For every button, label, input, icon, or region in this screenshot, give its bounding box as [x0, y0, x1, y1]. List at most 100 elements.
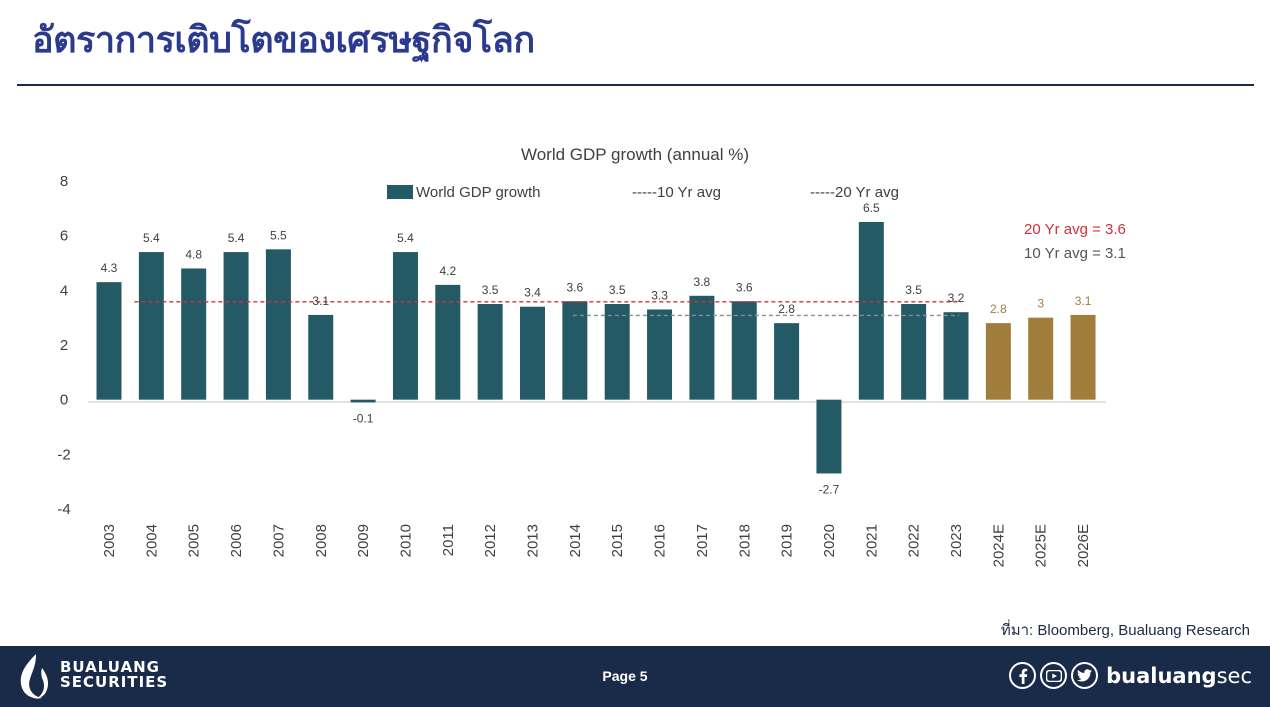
bar-2015: [604, 304, 630, 400]
x-tick-label-2025E: 2025E: [1033, 524, 1050, 567]
value-label-2010: 5.4: [397, 231, 414, 245]
footer-bar: BUALUANG SECURITIES Page 5 bualuangsec: [0, 646, 1270, 707]
bar-2011: [435, 284, 461, 400]
avg20-annotation: 20 Yr avg = 3.6: [1024, 221, 1126, 238]
bar-2017: [689, 295, 715, 400]
bar-2006: [223, 252, 249, 400]
value-label-2004: 5.4: [143, 231, 160, 245]
x-tick-label-2005: 2005: [186, 524, 203, 557]
x-tick-label-2019: 2019: [779, 524, 796, 557]
youtube-icon[interactable]: [1040, 662, 1068, 689]
title-divider: [17, 84, 1254, 86]
bar-2019: [774, 323, 800, 400]
value-label-2025E: 3: [1037, 297, 1044, 311]
value-label-2015: 3.5: [609, 283, 626, 297]
bar-2012: [477, 304, 503, 400]
bar-2020: [816, 399, 842, 474]
x-tick-label-2008: 2008: [313, 524, 330, 557]
twitter-icon[interactable]: [1071, 662, 1099, 689]
legend-10yr-avg: -----10 Yr avg: [632, 184, 721, 201]
y-tick-label: -2: [57, 446, 70, 463]
bar-2014: [562, 301, 588, 400]
company-logo-text: BUALUANG SECURITIES: [60, 660, 168, 690]
value-label-2020: -2.7: [819, 482, 840, 496]
avg10-annotation: 10 Yr avg = 3.1: [1024, 245, 1126, 262]
value-label-2012: 3.5: [482, 283, 499, 297]
bar-2023: [943, 312, 969, 400]
bar-2010: [392, 252, 418, 400]
bar-2013: [520, 306, 545, 400]
value-label-2011: 4.2: [439, 264, 456, 278]
x-tick-label-2003: 2003: [101, 524, 118, 557]
bar-2008: [308, 314, 334, 400]
value-label-2023: 3.2: [948, 291, 965, 305]
x-tick-label-2010: 2010: [397, 524, 414, 557]
x-tick-label-2021: 2021: [863, 524, 880, 557]
y-axis: 8 6 4 2 0 -2 -4: [57, 173, 70, 518]
value-label-2007: 5.5: [270, 228, 287, 242]
x-tick-label-2006: 2006: [228, 524, 245, 557]
bar-2007: [265, 249, 291, 400]
value-label-2013: 3.4: [524, 286, 541, 300]
bar-2021: [858, 222, 884, 400]
bar-2005: [181, 268, 207, 400]
logo-line-1: BUALUANG: [60, 658, 160, 676]
bar-2016: [647, 309, 673, 400]
average-lines: [134, 301, 961, 317]
logo-line-2: SECURITIES: [60, 673, 169, 691]
bar-2009: [350, 399, 376, 403]
bar-2018: [731, 301, 757, 400]
value-label-2017: 3.8: [694, 275, 711, 289]
x-tick-label-2014: 2014: [567, 524, 584, 557]
bar-2025E: [1028, 317, 1054, 400]
value-label-2021: 6.5: [863, 201, 880, 215]
bars: [96, 222, 1096, 474]
value-label-2019: 2.8: [778, 302, 795, 316]
y-tick-label: 8: [60, 173, 68, 190]
value-label-2022: 3.5: [905, 283, 922, 297]
chart-legend: World GDP growth -----10 Yr avg -----20 …: [387, 184, 899, 201]
value-label-2026E: 3.1: [1075, 294, 1092, 308]
y-tick-label: 4: [60, 282, 68, 299]
x-tick-label-2024E: 2024E: [990, 524, 1007, 567]
x-tick-label-2011: 2011: [440, 524, 457, 556]
legend-20yr-avg: -----20 Yr avg: [810, 184, 899, 201]
bar-2004: [138, 252, 164, 400]
value-label-2006: 5.4: [228, 231, 245, 245]
x-tick-label-2012: 2012: [482, 524, 499, 557]
bar-2024E: [985, 323, 1011, 400]
bar-2003: [96, 282, 122, 400]
x-tick-label-2020: 2020: [821, 524, 838, 557]
bar-2022: [901, 304, 927, 400]
y-tick-label: 6: [60, 228, 68, 245]
x-tick-label-2009: 2009: [355, 524, 372, 557]
value-label-2009: -0.1: [353, 411, 374, 425]
x-tick-label-2013: 2013: [525, 524, 542, 557]
value-label-2005: 4.8: [185, 247, 202, 261]
legend-bar-label: World GDP growth: [416, 184, 541, 201]
value-label-2018: 3.6: [736, 280, 753, 294]
value-label-2003: 4.3: [101, 261, 118, 275]
value-label-2014: 3.6: [567, 280, 584, 294]
value-label-2008: 3.1: [312, 294, 329, 308]
chart-title: World GDP growth (annual %): [521, 145, 749, 164]
x-tick-label-2022: 2022: [906, 524, 923, 557]
page-title: อัตราการเติบโตของเศรษฐกิจโลก: [32, 20, 535, 61]
y-tick-label: -4: [57, 501, 70, 518]
x-tick-label-2016: 2016: [652, 524, 669, 557]
x-tick-label-2023: 2023: [948, 524, 965, 557]
x-tick-label-2007: 2007: [270, 524, 287, 557]
social-links: bualuangsec: [1009, 662, 1252, 689]
x-axis: 2003 2004 2005 2006 2007 2008 2009 2010 2011 2012…: [101, 524, 1092, 567]
x-tick-label-2018: 2018: [736, 524, 753, 557]
facebook-icon[interactable]: [1009, 662, 1037, 689]
social-handle[interactable]: bualuangsec: [1106, 663, 1252, 688]
page-number: Page 5: [602, 668, 648, 684]
legend-bar-swatch: [387, 185, 413, 199]
x-tick-label-2015: 2015: [609, 524, 626, 557]
bar-2026E: [1070, 314, 1096, 400]
y-tick-label: 0: [60, 392, 68, 409]
y-tick-label: 2: [60, 337, 68, 354]
x-tick-label-2026E: 2026E: [1075, 524, 1092, 567]
bualuang-logo-icon: [20, 654, 49, 699]
